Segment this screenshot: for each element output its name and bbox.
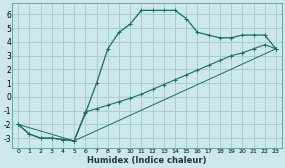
X-axis label: Humidex (Indice chaleur): Humidex (Indice chaleur) <box>87 156 207 164</box>
